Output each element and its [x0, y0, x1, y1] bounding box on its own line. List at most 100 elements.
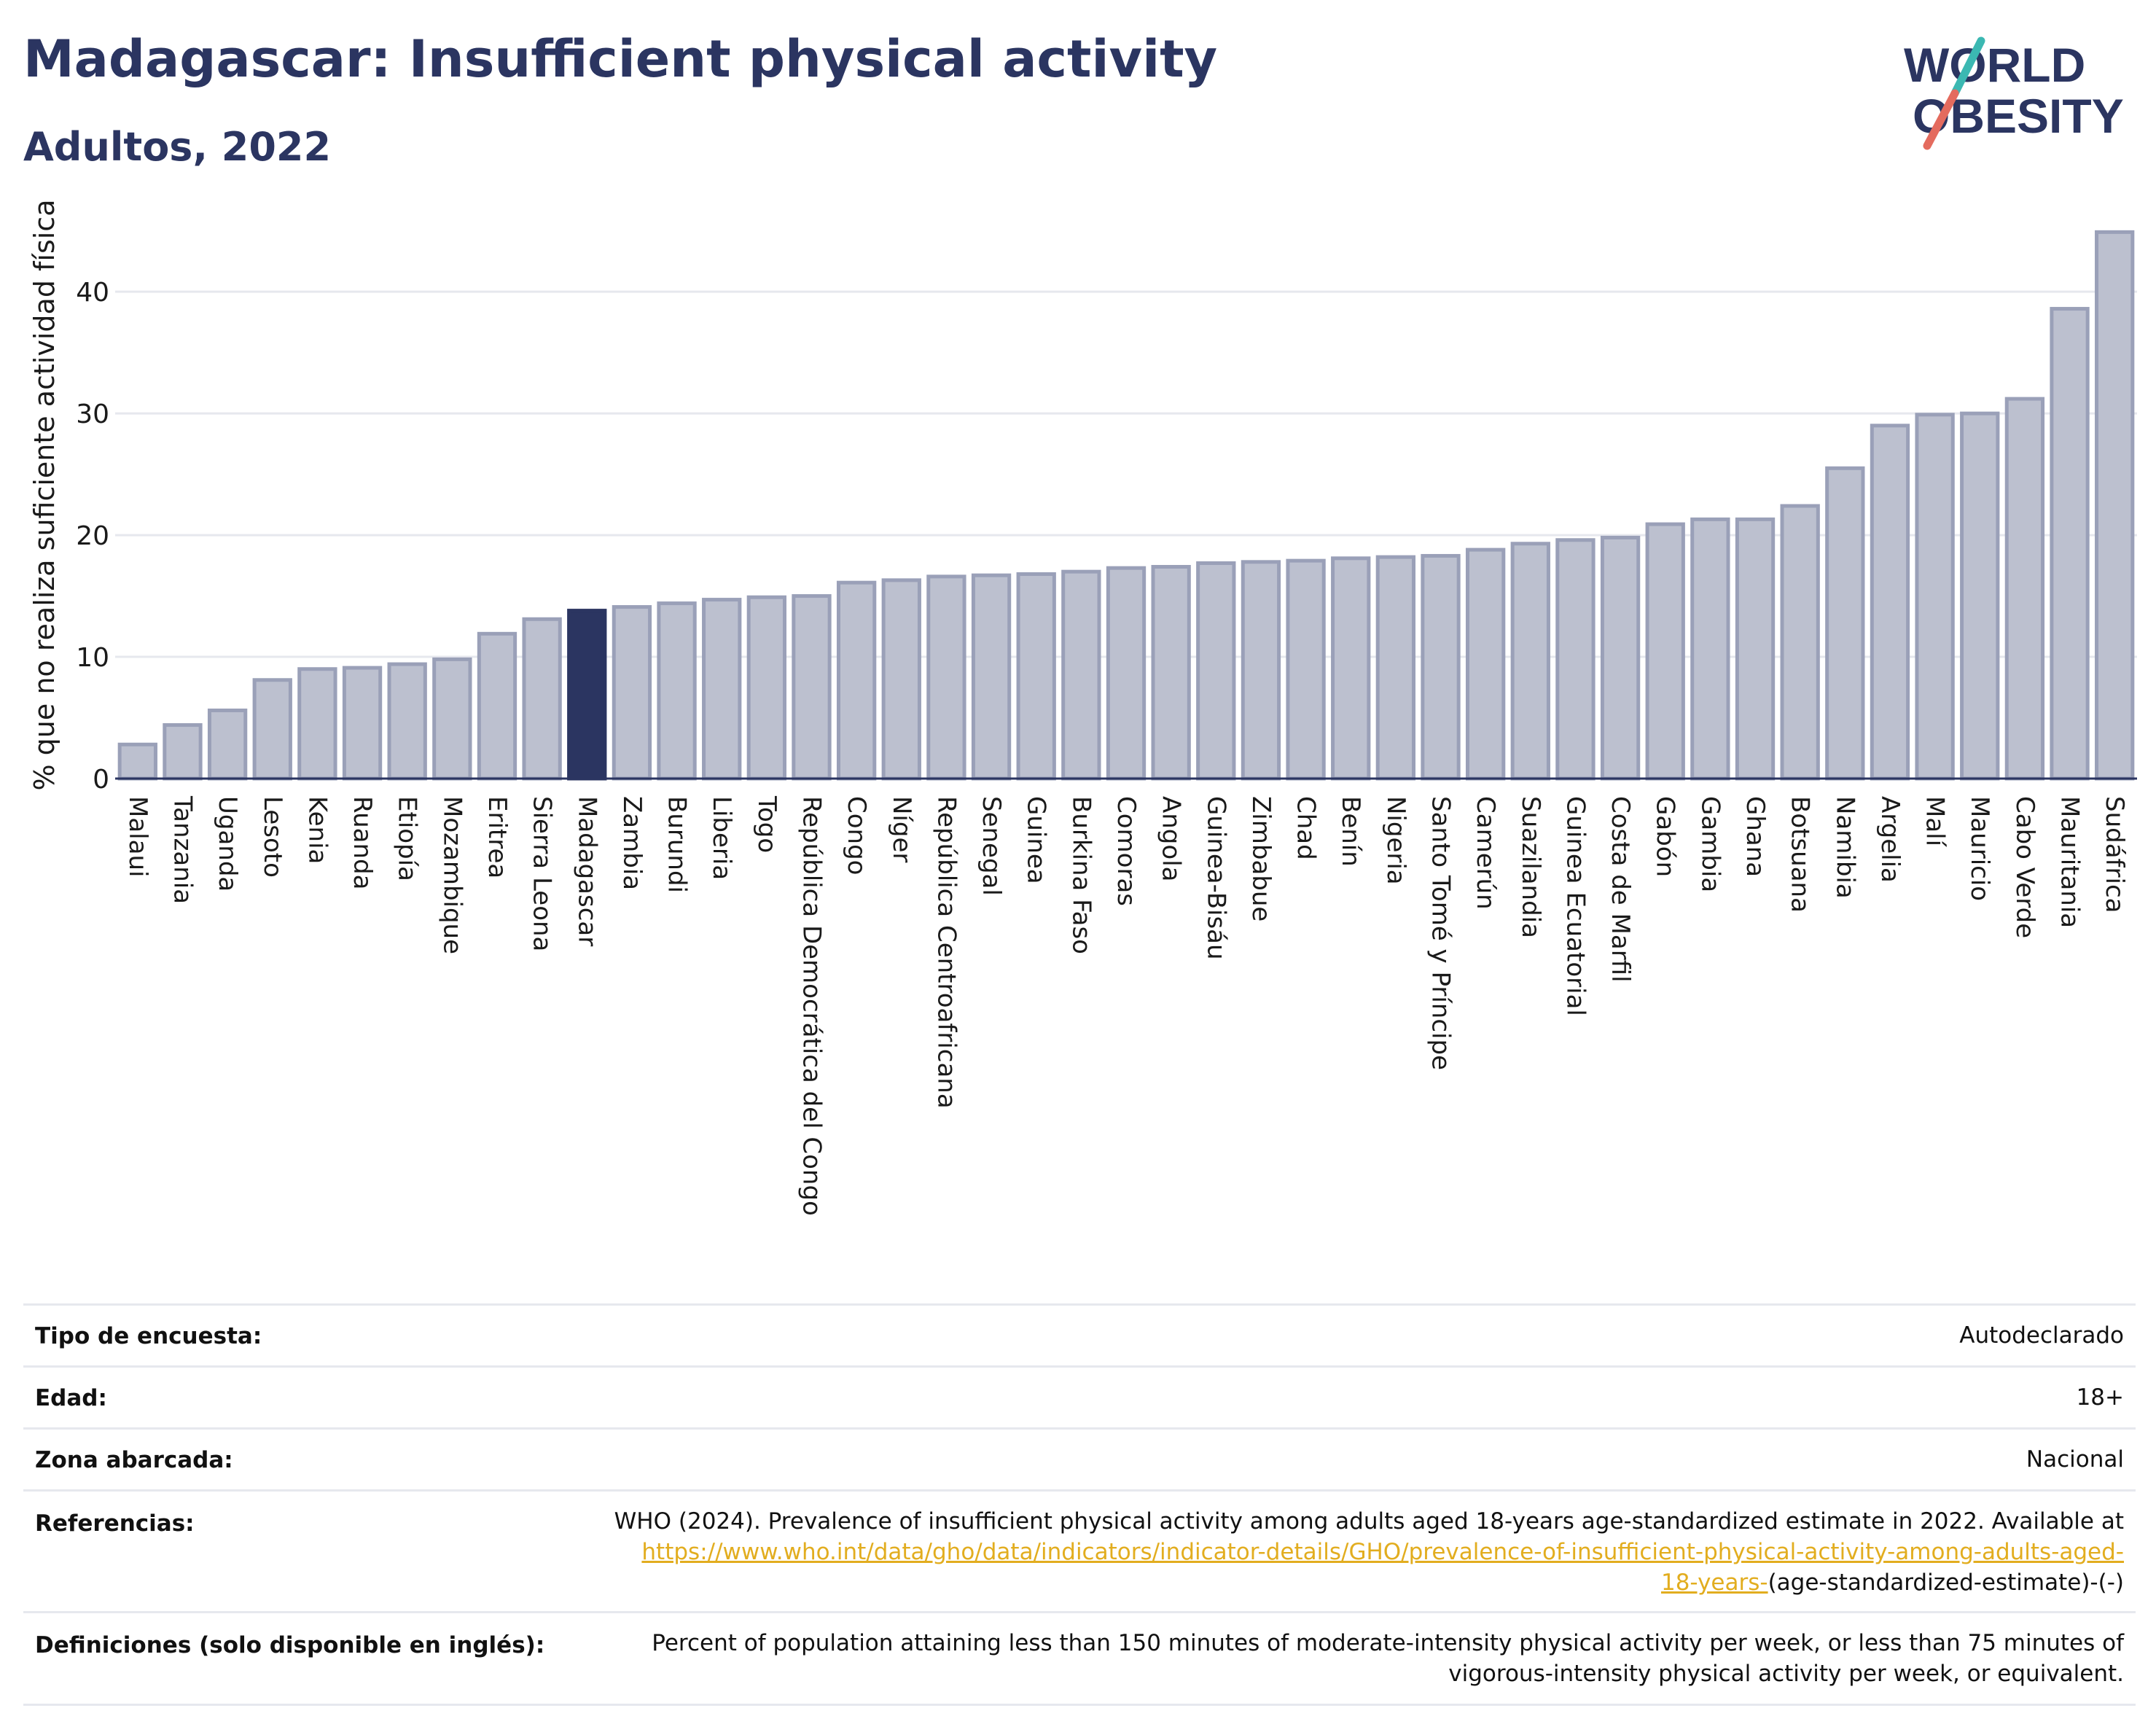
page-subtitle: Adultos, 2022 [23, 124, 332, 170]
bar-burkina-faso [1061, 569, 1101, 781]
x-tick-label: Suazilandia [1516, 796, 1545, 938]
bar-chad [1286, 558, 1326, 781]
definition-line: vigorous-intensity physical activity per… [1448, 1661, 2124, 1687]
definition-line: Percent of population attaining less tha… [652, 1630, 2124, 1656]
x-tick-label: Nigeria [1381, 796, 1410, 885]
x-tick-label: República Democrática del Congo [797, 796, 826, 1216]
x-tick-label: Guinea-Bisáu [1201, 796, 1230, 960]
reference-suffix: (age-standardized-estimate)-(-) [1768, 1570, 2124, 1596]
logo-line1: WORLD [1904, 38, 2085, 92]
info-label: Tipo de encuesta: [35, 1323, 262, 1349]
y-tick-label: 20 [76, 521, 109, 551]
bars [117, 230, 2135, 781]
bar-lesoto [252, 678, 292, 781]
x-tick-label: Malí [1921, 796, 1950, 848]
bar-níger [881, 578, 921, 781]
x-tick-label: Sierra Leona [528, 796, 557, 951]
page-title: Madagascar: Insufficient physical activi… [23, 29, 1218, 89]
bar-guinea [1016, 572, 1056, 781]
info-table: Tipo de encuesta: Autodeclarado Edad: 18… [23, 1303, 2136, 1706]
x-tick-label: Mauritania [2055, 796, 2085, 928]
x-tick-label: Lesoto [258, 796, 287, 878]
x-tick-label: Madagascar [572, 796, 601, 946]
x-tick-label: Mozambique [437, 796, 466, 954]
info-label: Definiciones (solo disponible en inglés)… [35, 1632, 545, 1658]
x-tick-label: Togo [752, 795, 781, 853]
x-tick-label: Zambia [617, 796, 647, 890]
world-obesity-logo: WORLD OBESITY [1904, 36, 2124, 150]
x-tick-label: Burkina Faso [1066, 796, 1095, 954]
bar-república-centroafricana [926, 574, 966, 781]
info-label: Referencias: [35, 1510, 195, 1537]
x-tick-label: Senegal [977, 796, 1006, 896]
x-tick-label: Costa de Marfil [1606, 796, 1635, 983]
x-tick-label: Cabo Verde [2010, 796, 2039, 938]
reference-text: WHO (2024). Prevalence of insufficient p… [614, 1508, 2124, 1535]
logo-slash-top [1950, 36, 1985, 98]
x-tick-label: Níger [887, 796, 916, 862]
info-value: 18+ [2076, 1384, 2124, 1411]
bar-mauricio [1960, 411, 2000, 781]
info-row-survey-type: Tipo de encuesta: Autodeclarado [23, 1303, 2136, 1365]
info-value: Nacional [2026, 1446, 2124, 1473]
x-tick-label: Tanzania [168, 795, 197, 904]
bar-comoras [1106, 566, 1147, 781]
bar-nigeria [1375, 555, 1416, 781]
x-tick-label: Etiopía [393, 796, 422, 881]
x-tick-label: Mauricio [1965, 796, 1994, 901]
reference-link[interactable]: https://www.who.int/data/gho/data/indica… [641, 1539, 2124, 1565]
x-tick-label: Malaui [123, 796, 152, 877]
x-tick-label: Guinea Ecuatorial [1561, 796, 1590, 1016]
y-tick-labels: 0 10 20 30 40 [76, 278, 109, 795]
bar-congo [836, 580, 877, 781]
x-tick-label: Congo [842, 796, 871, 875]
bar-botsuana [1780, 504, 1820, 781]
x-tick-label: Gabón [1651, 796, 1680, 877]
bar-eritrea [477, 631, 517, 781]
y-tick-label: 40 [76, 278, 109, 308]
x-tick-label: Comoras [1112, 796, 1141, 906]
x-tick-labels: Malaui Tanzania Uganda Lesoto Kenia Ruanda Eti… [123, 795, 2129, 1216]
bar-malí [1915, 413, 1955, 781]
x-tick-label: Sudáfrica [2100, 796, 2129, 913]
x-tick-label: Argelia [1875, 796, 1905, 883]
x-tick-label: Botsuana [1786, 796, 1815, 913]
x-tick-label: Benín [1336, 796, 1365, 867]
info-value: Percent of population attaining less tha… [520, 1628, 2124, 1689]
x-tick-label: Santo Tomé y Príncipe [1426, 796, 1456, 1070]
x-tick-label: Eritrea [483, 796, 512, 878]
info-row-coverage: Zona abarcada: Nacional [23, 1427, 2136, 1489]
bar-kenia [297, 667, 337, 781]
bar-namibia [1825, 466, 1865, 781]
info-row-age: Edad: 18+ [23, 1365, 2136, 1427]
bar-mozambique [432, 657, 472, 781]
bar-uganda [207, 709, 248, 781]
bar-zimbabue [1241, 560, 1281, 781]
info-value: Autodeclarado [1959, 1322, 2124, 1349]
x-tick-label: Camerún [1471, 796, 1500, 910]
x-tick-label: Chad [1292, 796, 1321, 860]
bar-madagascar [567, 609, 607, 781]
bar-cabo-verde [2004, 397, 2045, 781]
x-tick-label: Kenia [302, 796, 332, 864]
x-tick-label: República Centroafricana [931, 796, 961, 1109]
bar-chart: 0 10 20 30 40 Malaui Tanzania Uganda Lesoto Keni… [28, 200, 2137, 1216]
y-tick-label: 10 [76, 643, 109, 673]
bar-liberia [702, 598, 742, 781]
bar-togo [746, 595, 787, 781]
bar-gambia [1690, 517, 1730, 781]
x-tick-label: Zimbabue [1246, 796, 1276, 921]
bar-ruanda [342, 666, 383, 781]
bar-suazilandia [1510, 542, 1550, 781]
bar-tanzania [163, 723, 203, 781]
reference-link-continued[interactable]: 18-years- [1660, 1570, 1768, 1596]
y-tick-label: 30 [76, 399, 109, 429]
x-tick-label: Guinea [1022, 796, 1051, 884]
bar-angola [1151, 564, 1191, 781]
bar-sudáfrica [2095, 230, 2135, 781]
y-tick-label: 0 [93, 765, 109, 795]
x-tick-label: Burundi [663, 796, 692, 893]
bar-sierra-leona [522, 617, 562, 781]
info-row-references: Referencias: WHO (2024). Prevalence of i… [23, 1489, 2136, 1611]
x-tick-label: Ruanda [348, 796, 377, 889]
